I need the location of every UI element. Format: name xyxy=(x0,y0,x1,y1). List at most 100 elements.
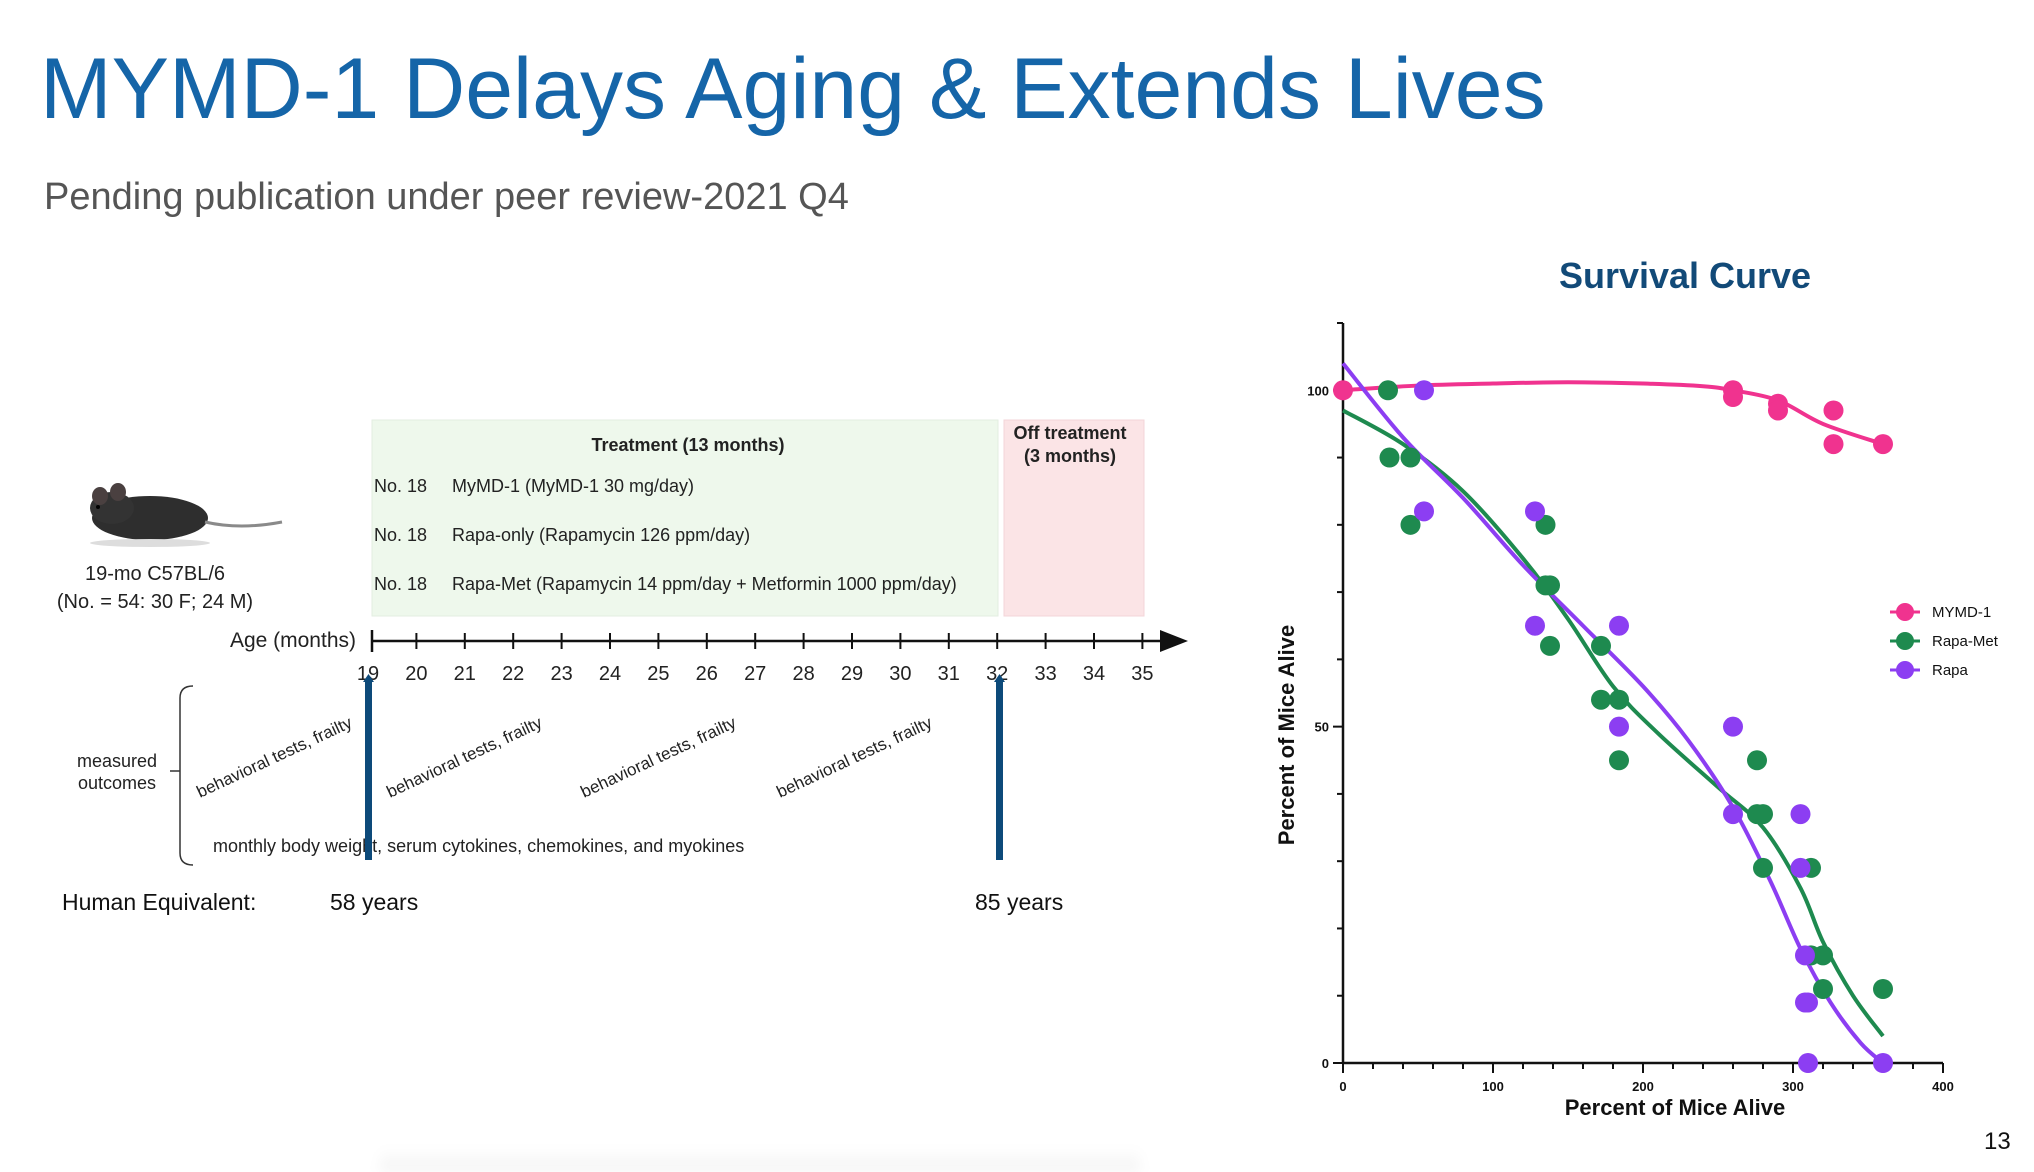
data-point xyxy=(1540,635,1560,656)
data-point xyxy=(1813,979,1833,999)
data-point xyxy=(1400,514,1421,535)
monthly-measures-label: monthly body weight, serum cytokines, ch… xyxy=(213,836,744,856)
chart-axes: 0 100 200 300 400 0 50 100 xyxy=(1307,322,1954,1094)
y-axis-label: Percent of Mice Alive xyxy=(1274,625,1299,845)
group-description: Rapa-only (Rapamycin 126 ppm/day) xyxy=(452,525,750,545)
group-count: No. 18 xyxy=(374,476,427,496)
measured-label: measured xyxy=(77,751,157,771)
group-count: No. 18 xyxy=(374,525,427,545)
age-tick-label: 30 xyxy=(889,663,911,685)
data-point xyxy=(1823,434,1844,455)
age-tick-label: 27 xyxy=(744,663,766,685)
study-timeline: 19-mo C57BL/6 (No. = 54: 30 F; 24 M) Tre… xyxy=(57,419,1188,915)
legend-label: MYMD-1 xyxy=(1932,604,1991,621)
mouse-icon xyxy=(90,483,283,547)
end-marker-arrow xyxy=(994,674,1005,682)
data-point xyxy=(1790,804,1811,825)
age-ticks: 19 20 21 22 23 24 25 26 27 28 29 30 31 32 33 34 35 xyxy=(357,633,1154,685)
data-point xyxy=(1813,945,1833,966)
chart-title: Survival Curve xyxy=(1559,255,1811,296)
age-axis-label: Age (months) xyxy=(230,629,356,652)
survival-chart: Survival Curve 0 100 200 300 400 0 50 100 Perce… xyxy=(1274,255,1999,1120)
data-point xyxy=(1753,857,1773,878)
off-treatment-box xyxy=(1003,419,1145,617)
data-point xyxy=(1795,945,1815,966)
outcomes-bracket xyxy=(170,685,194,866)
age-tick-label: 34 xyxy=(1083,663,1105,685)
legend-label: Rapa xyxy=(1932,662,1969,679)
age-tick-label: 35 xyxy=(1131,663,1153,685)
age-axis-arrowhead xyxy=(1160,630,1188,652)
data-point xyxy=(1873,1053,1893,1073)
age-tick-label: 29 xyxy=(841,663,863,685)
series-curve xyxy=(1342,408,1885,1038)
data-point xyxy=(1873,434,1893,455)
data-point xyxy=(1723,716,1743,737)
data-point xyxy=(1609,716,1629,737)
mouse-count-label: (No. = 54: 30 F; 24 M) xyxy=(57,591,253,613)
group-description: Rapa-Met (Rapamycin 14 ppm/day + Metform… xyxy=(452,574,957,594)
age-tick-label: 24 xyxy=(599,663,621,685)
human-equivalent-label: Human Equivalent: xyxy=(62,889,256,915)
data-point xyxy=(1540,575,1560,596)
behavioral-tests-label: behavioral tests, frailty xyxy=(578,713,740,802)
y-tick-label: 0 xyxy=(1322,1056,1329,1071)
age-tick-label: 21 xyxy=(454,663,476,685)
end-marker xyxy=(996,682,1003,860)
x-tick-label: 300 xyxy=(1782,1079,1804,1094)
treatment-box xyxy=(371,419,999,617)
slide-title: MYMD-1 Delays Aging & Extends Lives xyxy=(40,41,1546,137)
human-age-start: 58 years xyxy=(330,889,418,915)
x-tick-label: 400 xyxy=(1932,1079,1954,1094)
outcomes-label: outcomes xyxy=(78,773,156,793)
data-point xyxy=(1823,400,1844,421)
chart-points xyxy=(1333,380,1893,1073)
page-number: 13 xyxy=(1984,1128,2011,1155)
mouse-strain-label: 19-mo C57BL/6 xyxy=(85,563,225,585)
data-point xyxy=(1591,635,1611,656)
data-point xyxy=(1723,387,1743,407)
data-point xyxy=(1798,1053,1818,1073)
chart-legend: MYMD-1 Rapa-Met Rapa xyxy=(1890,603,1999,679)
data-point xyxy=(1747,750,1767,771)
behavioral-tests-label: behavioral tests, frailty xyxy=(384,713,546,802)
group-count: No. 18 xyxy=(374,574,427,594)
data-point xyxy=(1798,992,1818,1013)
age-tick-label: 19 xyxy=(357,663,379,685)
data-point xyxy=(1723,804,1743,825)
data-point xyxy=(1525,615,1545,636)
x-tick-label: 0 xyxy=(1339,1079,1346,1094)
age-tick-label: 33 xyxy=(1034,663,1056,685)
data-point xyxy=(1609,615,1629,636)
behavioral-tests-label: behavioral tests, frailty xyxy=(774,713,936,802)
x-axis-label: Percent of Mice Alive xyxy=(1565,1095,1785,1120)
y-tick-label: 50 xyxy=(1315,720,1329,735)
legend-label: Rapa-Met xyxy=(1932,633,1999,650)
treatment-header: Treatment (13 months) xyxy=(591,435,784,455)
data-point xyxy=(1768,400,1788,421)
x-tick-label: 200 xyxy=(1632,1079,1654,1094)
age-tick-label: 31 xyxy=(938,663,960,685)
off-treatment-header: Off treatment xyxy=(1013,423,1126,443)
off-treatment-duration: (3 months) xyxy=(1024,446,1116,466)
data-point xyxy=(1753,804,1773,825)
data-point xyxy=(1535,514,1556,535)
human-age-end: 85 years xyxy=(975,889,1063,915)
behavioral-tests-label: behavioral tests, frailty xyxy=(194,713,356,802)
legend-marker xyxy=(1896,632,1914,650)
data-point xyxy=(1414,380,1434,401)
age-tick-label: 22 xyxy=(502,663,524,685)
bottom-shadow xyxy=(380,1148,1140,1172)
age-tick-label: 23 xyxy=(550,663,572,685)
data-point xyxy=(1400,447,1421,468)
data-point xyxy=(1525,501,1545,522)
data-point xyxy=(1379,447,1400,468)
legend-marker xyxy=(1896,603,1914,621)
legend-marker xyxy=(1896,661,1914,679)
data-point xyxy=(1591,689,1611,710)
data-point xyxy=(1414,501,1434,522)
data-point xyxy=(1609,750,1629,771)
data-point xyxy=(1333,380,1353,401)
start-marker-arrow xyxy=(363,674,374,682)
series-curve xyxy=(1342,380,1884,446)
